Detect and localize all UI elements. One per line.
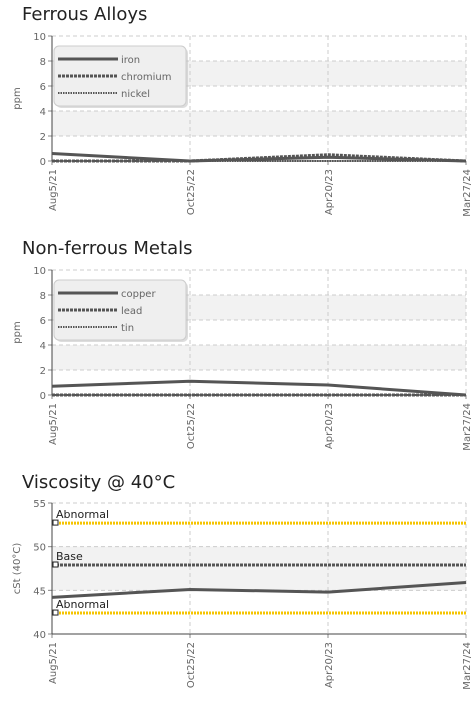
y-tick-label: 10 (33, 266, 46, 277)
legend-entry: copper (121, 289, 156, 300)
y-axis-label: ppm (12, 87, 23, 109)
chart-ferrous: 0 2 4 6 8 10 Aug5/21 Oct25/22 Apr20/23 Mar27/24 pp… (12, 32, 473, 217)
y-tick-label: 6 (40, 316, 46, 327)
series-line-value (51, 580, 467, 599)
chart-viscosity: 40 45 50 55 Aug5/21 Oct25/22 Apr20/23 Mar27/24 c… (12, 499, 473, 690)
y-tick-label: 0 (40, 391, 46, 402)
chart-panel-viscosity: Viscosity @ 40°C 40 45 50 55 Aug5/21 Oct25/22… (0, 468, 474, 702)
y-tick-label: 4 (40, 107, 46, 118)
y-tick-label: 2 (40, 366, 46, 377)
legend-entry: chromium (121, 72, 171, 83)
x-tick-label: Mar27/24 (462, 403, 473, 451)
legend-entry: iron (121, 55, 140, 66)
y-tick-label: 0 (40, 157, 46, 168)
x-tick-label: Aug5/21 (48, 403, 59, 445)
grid-band (52, 345, 466, 370)
x-tick-label: Mar27/24 (462, 169, 473, 217)
x-tick-label: Oct25/22 (186, 169, 197, 215)
reference-label: Base (56, 550, 83, 563)
x-tick-label: Apr20/23 (324, 642, 335, 688)
y-tick-label: 40 (33, 630, 46, 641)
reference-marker (52, 519, 59, 526)
y-tick-label: 10 (33, 32, 46, 43)
legend-entry: tin (121, 323, 134, 334)
chart-panel-ferrous: Ferrous Alloys 0 2 4 6 8 10 Aug5/21 Oct25/22 Apr… (0, 0, 474, 234)
legend: copper lead tin (53, 279, 188, 342)
reference-label: Abnormal (56, 598, 109, 611)
grid-band (52, 111, 466, 136)
y-axis-label: ppm (12, 321, 23, 343)
y-tick-label: 55 (33, 499, 46, 510)
chart-title: Viscosity @ 40°C (22, 472, 176, 493)
x-tick-label: Aug5/21 (48, 169, 59, 211)
y-tick-label: 4 (40, 341, 46, 352)
chart-title: Non-ferrous Metals (22, 238, 193, 259)
x-tick-label: Mar27/24 (462, 642, 473, 690)
x-tick-label: Oct25/22 (186, 403, 197, 449)
legend-entry: nickel (121, 89, 150, 100)
y-tick-label: 50 (33, 543, 46, 554)
reference-marker (52, 609, 59, 616)
y-tick-label: 6 (40, 82, 46, 93)
y-tick-label: 8 (40, 57, 46, 68)
reference-label: Abnormal (56, 508, 109, 521)
y-tick-label: 45 (33, 586, 46, 597)
x-tick-label: Apr20/23 (324, 403, 335, 449)
x-tick-label: Aug5/21 (48, 642, 59, 684)
series-line-copper (51, 379, 467, 397)
grid-band (52, 546, 466, 591)
legend-box (53, 279, 187, 341)
reference-marker (52, 561, 59, 568)
y-tick-label: 8 (40, 291, 46, 302)
legend: iron chromium nickel (53, 45, 188, 108)
legend-box (53, 45, 187, 107)
chart-panel-nonferrous: Non-ferrous Metals 0 2 4 6 8 10 Aug5/21 Oct25/2… (0, 234, 474, 468)
chart-title: Ferrous Alloys (22, 4, 148, 25)
legend-entry: lead (121, 306, 142, 317)
x-tick-label: Oct25/22 (186, 642, 197, 688)
x-tick-label: Apr20/23 (324, 169, 335, 215)
chart-nonferrous: 0 2 4 6 8 10 Aug5/21 Oct25/22 Apr20/23 Mar27/24 pp… (12, 266, 473, 451)
y-tick-label: 2 (40, 132, 46, 143)
y-axis-label: cSt (40°C) (12, 543, 23, 595)
